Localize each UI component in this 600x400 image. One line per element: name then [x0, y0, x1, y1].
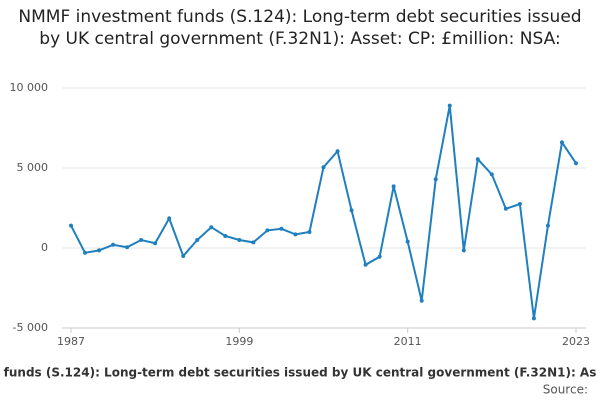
point [69, 223, 73, 228]
point [111, 242, 116, 247]
point [97, 248, 102, 253]
point [237, 238, 242, 242]
point [447, 103, 452, 108]
point [531, 316, 536, 321]
point [489, 172, 494, 177]
chart-title: NMMF investment funds (S.124): Long-term… [18, 7, 582, 49]
x-tick-label: 1987 [57, 335, 85, 348]
point [293, 232, 298, 237]
point [391, 184, 396, 189]
point [251, 240, 256, 245]
point [405, 239, 410, 244]
y-tick-label: 10 000 [10, 81, 49, 94]
line [70, 105, 577, 319]
x-tick-label: 2011 [394, 335, 422, 348]
point [223, 234, 228, 238]
point [139, 238, 144, 242]
y-tick-label: 0 [41, 241, 48, 254]
point [125, 245, 130, 250]
point [475, 157, 480, 162]
point [545, 223, 550, 228]
point [461, 248, 466, 253]
point [349, 208, 354, 213]
source: Source: [543, 383, 588, 397]
x-tick-label: 2023 [562, 335, 590, 348]
point [559, 140, 564, 145]
point [195, 238, 200, 242]
point [433, 177, 438, 182]
point [265, 228, 270, 233]
point [181, 254, 186, 258]
x-axis-label: funds (S.124): Long-term debt securities… [4, 366, 597, 380]
point [279, 226, 284, 231]
y-tick-label: -5 000 [13, 321, 48, 334]
point [83, 250, 88, 255]
x-tick-label: 1999 [225, 335, 253, 348]
point [209, 225, 214, 230]
point [574, 161, 578, 166]
point [517, 202, 522, 206]
y-tick-label: 5 000 [17, 161, 49, 174]
point [153, 241, 158, 246]
point [377, 254, 382, 259]
point [167, 216, 172, 221]
point [321, 165, 326, 170]
point [419, 298, 424, 303]
point [503, 206, 508, 211]
point [307, 230, 312, 234]
point [335, 149, 340, 154]
point [363, 262, 368, 267]
